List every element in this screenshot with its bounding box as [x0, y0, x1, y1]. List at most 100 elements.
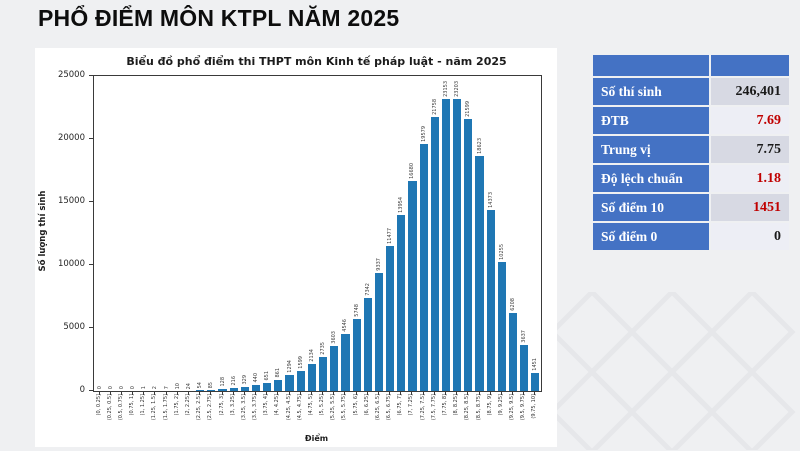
x-tick-label: (0, 0.25]	[95, 394, 102, 416]
x-tick-mark	[277, 392, 279, 395]
bar	[520, 345, 529, 391]
x-tick-label: (2.25, 2.5]	[196, 394, 203, 421]
bar	[240, 387, 249, 391]
stats-header-value-cell	[711, 55, 789, 76]
x-tick-mark	[322, 392, 324, 395]
bar-value-label: 19579	[420, 126, 427, 142]
x-tick-label: (3, 3.25]	[229, 394, 236, 416]
bar-value-label: 4546	[342, 319, 349, 332]
bar-value-label: 10	[174, 382, 181, 389]
x-tick-mark	[255, 392, 257, 395]
y-tick-label: 5000	[63, 322, 85, 332]
bar-value-label: 14373	[487, 192, 494, 208]
bar-value-label: 18623	[476, 138, 483, 154]
x-tick-mark	[355, 392, 357, 395]
bar	[274, 380, 283, 391]
bar-value-label: 329	[241, 375, 248, 385]
y-tick-mark	[89, 201, 93, 202]
bar	[196, 390, 205, 391]
x-tick-mark	[456, 392, 458, 395]
stats-table: Số thí sinh 246,401 ĐTB 7.69 Trung vị 7.75 Độ …	[593, 55, 789, 252]
x-tick-mark	[467, 392, 469, 395]
y-tick-label: 20000	[57, 133, 85, 143]
y-tick-mark	[89, 138, 93, 139]
bar-value-label: 7	[163, 385, 170, 389]
bar-value-label: 216	[230, 376, 237, 386]
y-tick-mark	[89, 264, 93, 265]
x-tick-mark	[176, 392, 178, 395]
bar	[319, 357, 328, 391]
chart-title: Biểu đồ phổ điểm thi THPT môn Kinh tế ph…	[126, 55, 507, 68]
x-tick-mark	[400, 392, 402, 395]
bar-value-label: 0	[130, 385, 137, 389]
stats-row: ĐTB 7.69	[593, 107, 789, 134]
page-title: PHỔ ĐIỂM MÔN KTPL NĂM 2025	[38, 5, 400, 31]
stats-row-label: Số thí sinh	[593, 78, 709, 105]
bar-value-label: 21758	[431, 99, 438, 115]
bar-value-label: 6208	[510, 298, 517, 311]
bar	[453, 99, 462, 391]
bar-value-label: 23203	[454, 81, 461, 97]
stats-row-value: 1.18	[711, 165, 789, 192]
x-tick-label: (7.5, 7.75]	[430, 394, 437, 421]
bar-value-label: 861	[275, 368, 282, 378]
bar	[263, 383, 272, 391]
y-tick-mark	[89, 75, 93, 76]
bar	[296, 371, 305, 391]
x-tick-label: (2.75, 3]	[218, 394, 225, 416]
bar	[475, 156, 484, 391]
x-tick-label: (5, 5.25]	[319, 394, 326, 416]
y-axis-title: Số lượng thí sinh	[38, 190, 48, 272]
x-tick-mark	[422, 392, 424, 395]
x-tick-mark	[534, 392, 536, 395]
bar-value-label: 1599	[297, 356, 304, 369]
x-tick-label: (5.25, 5.5]	[330, 394, 337, 421]
bar	[229, 388, 238, 391]
stats-row-label: ĐTB	[593, 107, 709, 134]
bar-value-label: 7342	[364, 283, 371, 296]
bar	[251, 385, 261, 391]
x-tick-label: (5.75, 6]	[352, 394, 359, 416]
bar-value-label: 3603	[331, 331, 338, 344]
x-tick-label: (4.25, 4.5]	[285, 394, 292, 421]
stats-row-label: Số điểm 0	[593, 223, 709, 250]
stats-row-label: Trung vị	[593, 136, 709, 163]
bar-value-label: 5748	[353, 304, 360, 317]
x-tick-mark	[489, 392, 491, 395]
bar	[363, 298, 372, 391]
bar-value-label: 1294	[286, 360, 293, 373]
bar-value-label: 651	[264, 371, 271, 381]
x-tick-mark	[377, 392, 379, 395]
x-tick-mark	[266, 392, 268, 395]
bar	[419, 144, 428, 391]
x-tick-mark	[500, 392, 502, 395]
x-tick-label: (4.5, 4.75]	[296, 394, 303, 421]
plot-area: 0 0 0 0 1 2 7 10 24 54 85 128 216 329 440 651 861 1294 159…	[93, 75, 542, 392]
stats-row-value: 246,401	[711, 78, 789, 105]
stats-row-label: Số điểm 10	[593, 194, 709, 221]
x-tick-mark	[187, 392, 189, 395]
bar-value-label: 128	[219, 377, 226, 387]
bar-value-label: 16680	[409, 163, 416, 179]
bar	[531, 373, 540, 391]
y-tick-label: 25000	[57, 70, 85, 80]
x-tick-label: (6.75, 7]	[397, 394, 404, 416]
stats-row: Trung vị 7.75	[593, 136, 789, 163]
x-tick-label: (7, 7.25]	[408, 394, 415, 416]
bar	[352, 319, 361, 391]
x-tick-label: (8, 8.25]	[453, 394, 460, 416]
bar-value-label: 2134	[308, 349, 315, 362]
bar-value-label: 9337	[375, 258, 382, 271]
bar-value-label: 54	[197, 381, 204, 388]
bar-value-label: 2735	[320, 342, 327, 355]
x-tick-mark	[411, 392, 413, 395]
x-tick-label: (3.25, 3.5]	[240, 394, 247, 421]
y-tick-mark	[89, 390, 93, 391]
bar-value-label: 1	[141, 385, 148, 389]
bar-value-label: 0	[107, 385, 114, 389]
x-tick-mark	[512, 392, 514, 395]
x-tick-label: (6.25, 6.5]	[374, 394, 381, 421]
x-tick-label: (0.25, 0.5]	[106, 394, 113, 421]
x-tick-label: (5.5, 5.75]	[341, 394, 348, 421]
bar	[207, 390, 216, 391]
